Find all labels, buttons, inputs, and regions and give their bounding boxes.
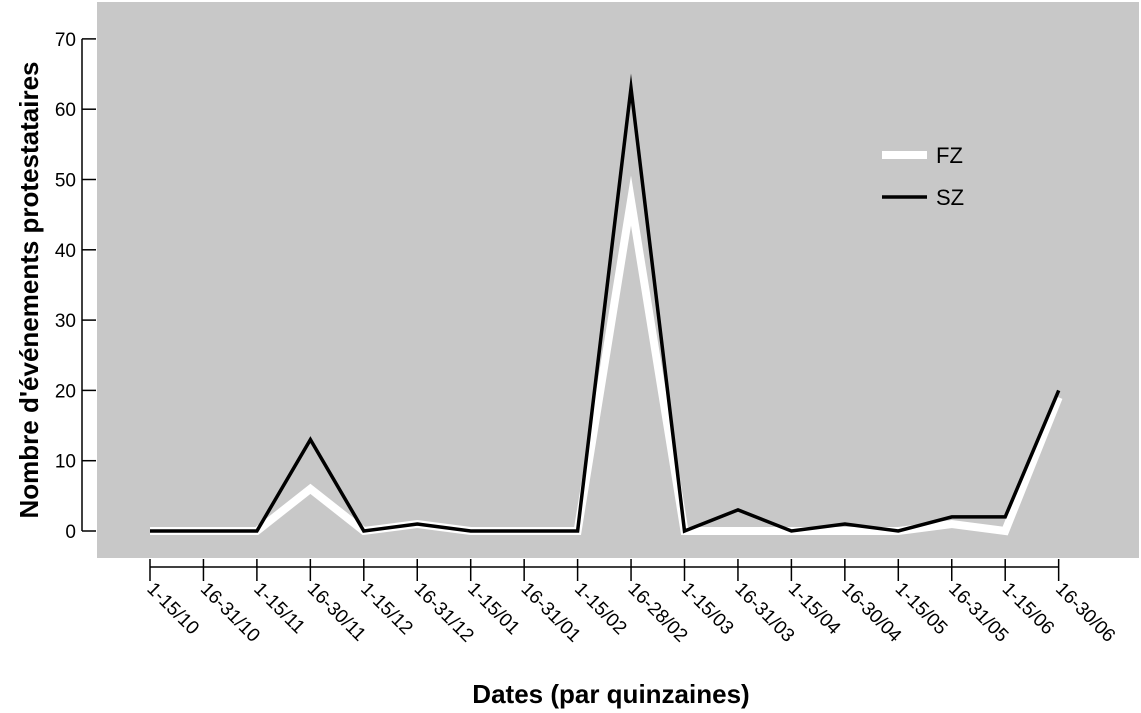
y-tick-label: 10: [55, 452, 76, 473]
y-tick-label: 40: [55, 241, 76, 262]
series-layer: [150, 73, 1063, 536]
y-tick-label: 20: [55, 381, 76, 402]
x-axis-title: Dates (par quinzaines): [472, 679, 749, 709]
y-tick-label: 50: [55, 171, 76, 192]
y-tick-label: 70: [55, 30, 76, 51]
x-tick-label: 16-30/11: [303, 579, 370, 646]
x-tick-label: 1-15/10: [142, 579, 202, 639]
x-axis: 1-15/1016-31/101-15/1116-30/111-15/1216-…: [142, 559, 1119, 647]
series-line-sz: [150, 73, 1061, 534]
x-tick-label: 16-30/06: [1051, 579, 1119, 647]
legend-label-fz: FZ: [936, 143, 963, 168]
y-axis-title: Nombre d'événements protestataires: [14, 61, 44, 518]
y-tick-label: 60: [55, 100, 76, 121]
y-tick-label: 0: [65, 522, 76, 543]
legend-label-sz: SZ: [936, 185, 964, 210]
y-axis: 0 10 20 30 40 50 60 70: [55, 30, 96, 543]
legend: FZ SZ: [882, 143, 964, 210]
y-tick-label: 30: [55, 311, 76, 332]
